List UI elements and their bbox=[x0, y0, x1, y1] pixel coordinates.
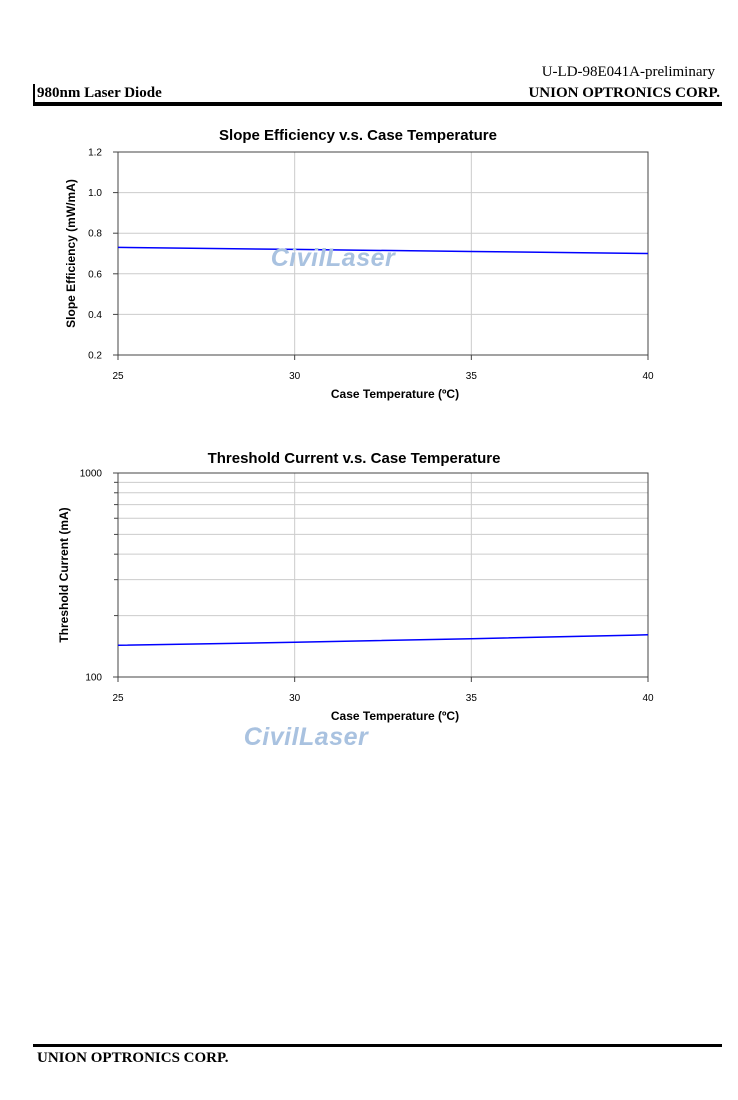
product-name: 980nm Laser Diode bbox=[37, 85, 162, 101]
y-tick-label: 1.2 bbox=[88, 148, 102, 159]
header-left-rule bbox=[33, 84, 35, 104]
plot-area bbox=[118, 473, 648, 677]
document-code: U-LD-98E041A-preliminary bbox=[541, 64, 715, 80]
x-axis-label: Case Temperature (ºC) bbox=[331, 709, 459, 723]
y-tick-label: 100 bbox=[85, 673, 102, 684]
x-tick-label: 25 bbox=[112, 693, 124, 704]
series-line bbox=[117, 634, 649, 647]
footer-divider bbox=[33, 1044, 722, 1047]
x-tick-label: 40 bbox=[642, 693, 654, 704]
x-tick-label: 25 bbox=[112, 371, 124, 382]
y-tick-label: 0.6 bbox=[88, 269, 102, 280]
x-tick-label: 30 bbox=[289, 693, 301, 704]
header-company-name: UNION OPTRONICS CORP. bbox=[528, 85, 720, 101]
x-tick-label: 35 bbox=[466, 693, 478, 704]
plot-frame bbox=[117, 472, 649, 678]
y-axis-label: Threshold Current (mA) bbox=[57, 507, 71, 642]
y-axis-label: Slope Efficiency (mW/mA) bbox=[64, 179, 78, 328]
watermark-logo: CivilLaser bbox=[244, 723, 369, 751]
plot-area bbox=[118, 152, 648, 355]
watermark-logo: CivilLaser bbox=[271, 244, 396, 272]
y-tick-label: 0.4 bbox=[88, 310, 102, 321]
x-tick-label: 40 bbox=[642, 371, 654, 382]
x-tick-label: 35 bbox=[466, 371, 478, 382]
chart-title: Slope Efficiency v.s. Case Temperature bbox=[219, 127, 497, 144]
footer-company-name: UNION OPTRONICS CORP. bbox=[37, 1050, 229, 1066]
y-tick-label: 1.0 bbox=[88, 188, 102, 199]
chart-title: Threshold Current v.s. Case Temperature bbox=[208, 450, 501, 467]
slope-efficiency-chart: 0.2 0.4 0.6 0.8 1.0 1.2 25 30 35 40 Slope Efficien… bbox=[64, 127, 654, 401]
threshold-current-chart: 100 1000 25 30 35 40 Threshold Current v.s. Ca… bbox=[57, 450, 654, 751]
y-tick-label: 0.2 bbox=[88, 351, 102, 362]
series-line bbox=[117, 246, 649, 255]
y-tick-label: 0.8 bbox=[88, 229, 102, 240]
x-tick-label: 30 bbox=[289, 371, 301, 382]
y-tick-label: 1000 bbox=[80, 469, 103, 480]
header-divider bbox=[33, 102, 722, 106]
x-axis-label: Case Temperature (ºC) bbox=[331, 387, 459, 401]
